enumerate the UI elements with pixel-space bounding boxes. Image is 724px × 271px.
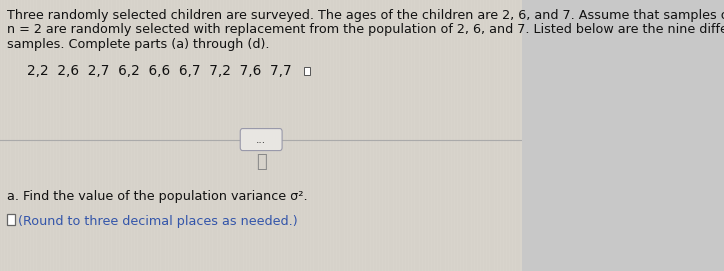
Bar [305,67,311,75]
Bar [0,140,522,271]
Text: samples. Complete parts (a) through (d).: samples. Complete parts (a) through (d). [7,38,270,51]
Text: ⤢: ⤢ [256,153,266,170]
Text: 2,2  2,6  2,7  6,2  6,6  6,7  7,2  7,6  7,7: 2,2 2,6 2,7 6,2 6,6 6,7 7,2 7,6 7,7 [28,64,292,78]
Text: Three randomly selected children are surveyed. The ages of the children are 2, 6: Three randomly selected children are sur… [7,9,724,22]
Bar [0,0,522,140]
Text: (Round to three decimal places as needed.): (Round to three decimal places as needed… [18,215,298,228]
Text: ...: ... [256,135,266,144]
Bar [7,214,15,225]
Text: n = 2 are randomly selected with replacement from the population of 2, 6, and 7.: n = 2 are randomly selected with replace… [7,24,724,37]
FancyBboxPatch shape [240,128,282,151]
Text: a. Find the value of the population variance σ².: a. Find the value of the population vari… [7,190,308,202]
